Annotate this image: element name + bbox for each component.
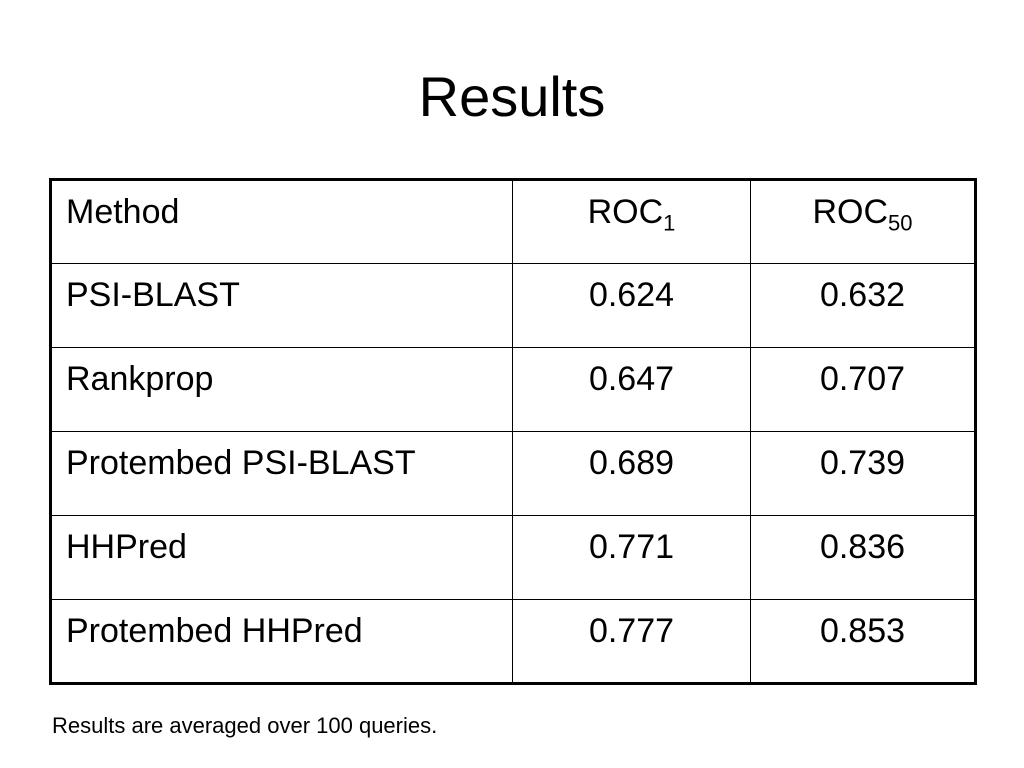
header-roc1-subscript: 1 [663,210,676,236]
method-cell: Rankprop [50,347,513,432]
roc50-cell: 0.836 [750,515,976,600]
table-row: HHPred 0.771 0.836 [50,515,976,600]
table-header-row: Method ROC1 ROC50 [50,179,976,264]
method-cell: HHPred [50,515,513,600]
header-roc50: ROC50 [750,179,976,264]
roc50-cell: 0.632 [750,263,976,348]
table-row: Rankprop 0.647 0.707 [50,347,976,432]
roc50-cell: 0.707 [750,347,976,432]
table-row: Protembed HHPred 0.777 0.853 [50,599,976,684]
roc1-cell: 0.624 [512,263,751,348]
method-cell: PSI-BLAST [50,263,513,348]
header-roc1-label: ROC [587,193,664,231]
roc1-cell: 0.647 [512,347,751,432]
header-roc50-label: ROC [812,193,889,231]
footnote: Results are averaged over 100 queries. [52,713,438,738]
results-table: Method ROC1 ROC50 PSI-BLAST 0.624 0.632 … [49,178,977,685]
method-cell: Protembed PSI-BLAST [50,431,513,516]
header-roc50-subscript: 50 [888,210,913,236]
slide-title: Results [418,65,606,128]
table-row: Protembed PSI-BLAST 0.689 0.739 [50,431,976,516]
header-method: Method [50,179,513,264]
header-roc1: ROC1 [512,179,751,264]
roc1-cell: 0.689 [512,431,751,516]
roc50-cell: 0.739 [750,431,976,516]
method-cell: Protembed HHPred [50,599,513,684]
table-row: PSI-BLAST 0.624 0.632 [50,263,976,348]
roc50-cell: 0.853 [750,599,976,684]
header-method-label: Method [66,193,180,231]
roc1-cell: 0.777 [512,599,751,684]
roc1-cell: 0.771 [512,515,751,600]
